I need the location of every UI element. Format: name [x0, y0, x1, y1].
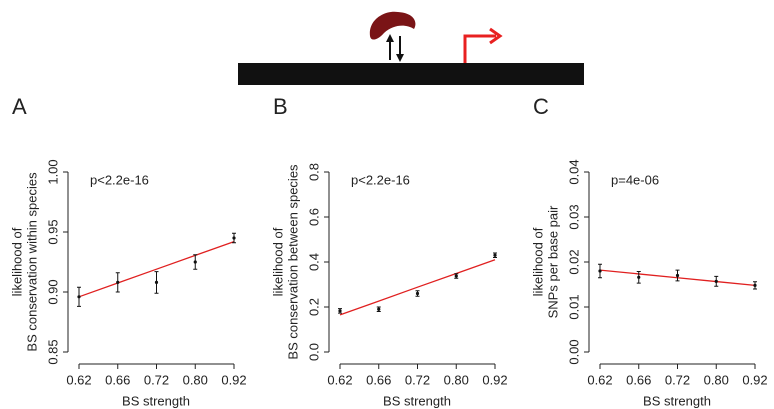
point [415, 291, 420, 296]
x-tick-label: 0.66 [626, 372, 651, 387]
x-tick-label: 0.72 [144, 372, 169, 387]
y-tick-label: 0.90 [45, 279, 60, 304]
point [714, 279, 718, 283]
dna-bar [238, 63, 584, 85]
x-tick-label: 0.92 [482, 372, 507, 387]
y-tick-label: 0.0 [306, 343, 321, 361]
point [193, 260, 197, 264]
point [232, 236, 236, 240]
y-axis-label: likelihood of [530, 227, 545, 296]
x-tick-label: 0.72 [405, 372, 430, 387]
x-axis-label: BS strength [643, 393, 711, 408]
point [77, 295, 81, 299]
x-tick-label: 0.66 [366, 372, 391, 387]
point [637, 275, 641, 279]
y-axis-label: BS conservation between species [285, 164, 300, 360]
point [377, 307, 381, 311]
annotation: p<2.2e-16 [90, 172, 149, 187]
protein [369, 11, 416, 40]
x-tick-label: 0.80 [444, 372, 469, 387]
fit-line [78, 240, 235, 298]
point [493, 253, 497, 257]
point [753, 283, 757, 287]
x-tick-label: 0.72 [665, 372, 690, 387]
point [338, 309, 342, 313]
point [116, 280, 120, 284]
y-tick-label: 0.00 [566, 339, 581, 364]
point [675, 273, 680, 278]
x-tick-label: 0.92 [742, 372, 767, 387]
y-tick-label: 0.85 [45, 339, 60, 364]
y-axis-label: SNPs per base pair [545, 205, 560, 318]
x-tick-label: 0.80 [704, 372, 729, 387]
fit-line [339, 259, 496, 316]
point [154, 280, 159, 284]
x-tick-label: 0.80 [183, 372, 208, 387]
x-axis-label: BS strength [122, 393, 190, 408]
panel-letter: C [533, 94, 549, 119]
gene-diagram [238, 11, 584, 85]
binding-arrows [386, 34, 404, 62]
y-tick-label: 0.04 [566, 159, 581, 184]
panel-letter: A [12, 94, 27, 119]
panel-letter: B [273, 94, 288, 119]
annotation: p=4e-06 [611, 172, 659, 187]
y-tick-label: 0.03 [566, 204, 581, 229]
x-tick-label: 0.62 [327, 372, 352, 387]
y-tick-label: 1.00 [45, 159, 60, 184]
y-tick-label: 0.95 [45, 219, 60, 244]
y-tick-label: 0.8 [306, 163, 321, 181]
point [454, 274, 458, 278]
x-tick-label: 0.92 [221, 372, 246, 387]
x-tick-label: 0.66 [105, 372, 130, 387]
y-tick-label: 0.4 [306, 253, 321, 271]
y-tick-label: 0.6 [306, 208, 321, 226]
point [598, 269, 602, 273]
y-axis-label: BS conservation within species [24, 172, 39, 352]
y-tick-label: 0.2 [306, 298, 321, 316]
x-tick-label: 0.62 [587, 372, 612, 387]
annotation: p<2.2e-16 [351, 172, 410, 187]
transcription-arrow [463, 27, 503, 63]
y-axis-label: likelihood of [270, 227, 285, 296]
y-axis-label: likelihood of [9, 227, 24, 296]
x-axis-label: BS strength [383, 393, 451, 408]
y-tick-label: 0.01 [566, 294, 581, 319]
y-tick-label: 0.02 [566, 249, 581, 274]
x-tick-label: 0.62 [66, 372, 91, 387]
